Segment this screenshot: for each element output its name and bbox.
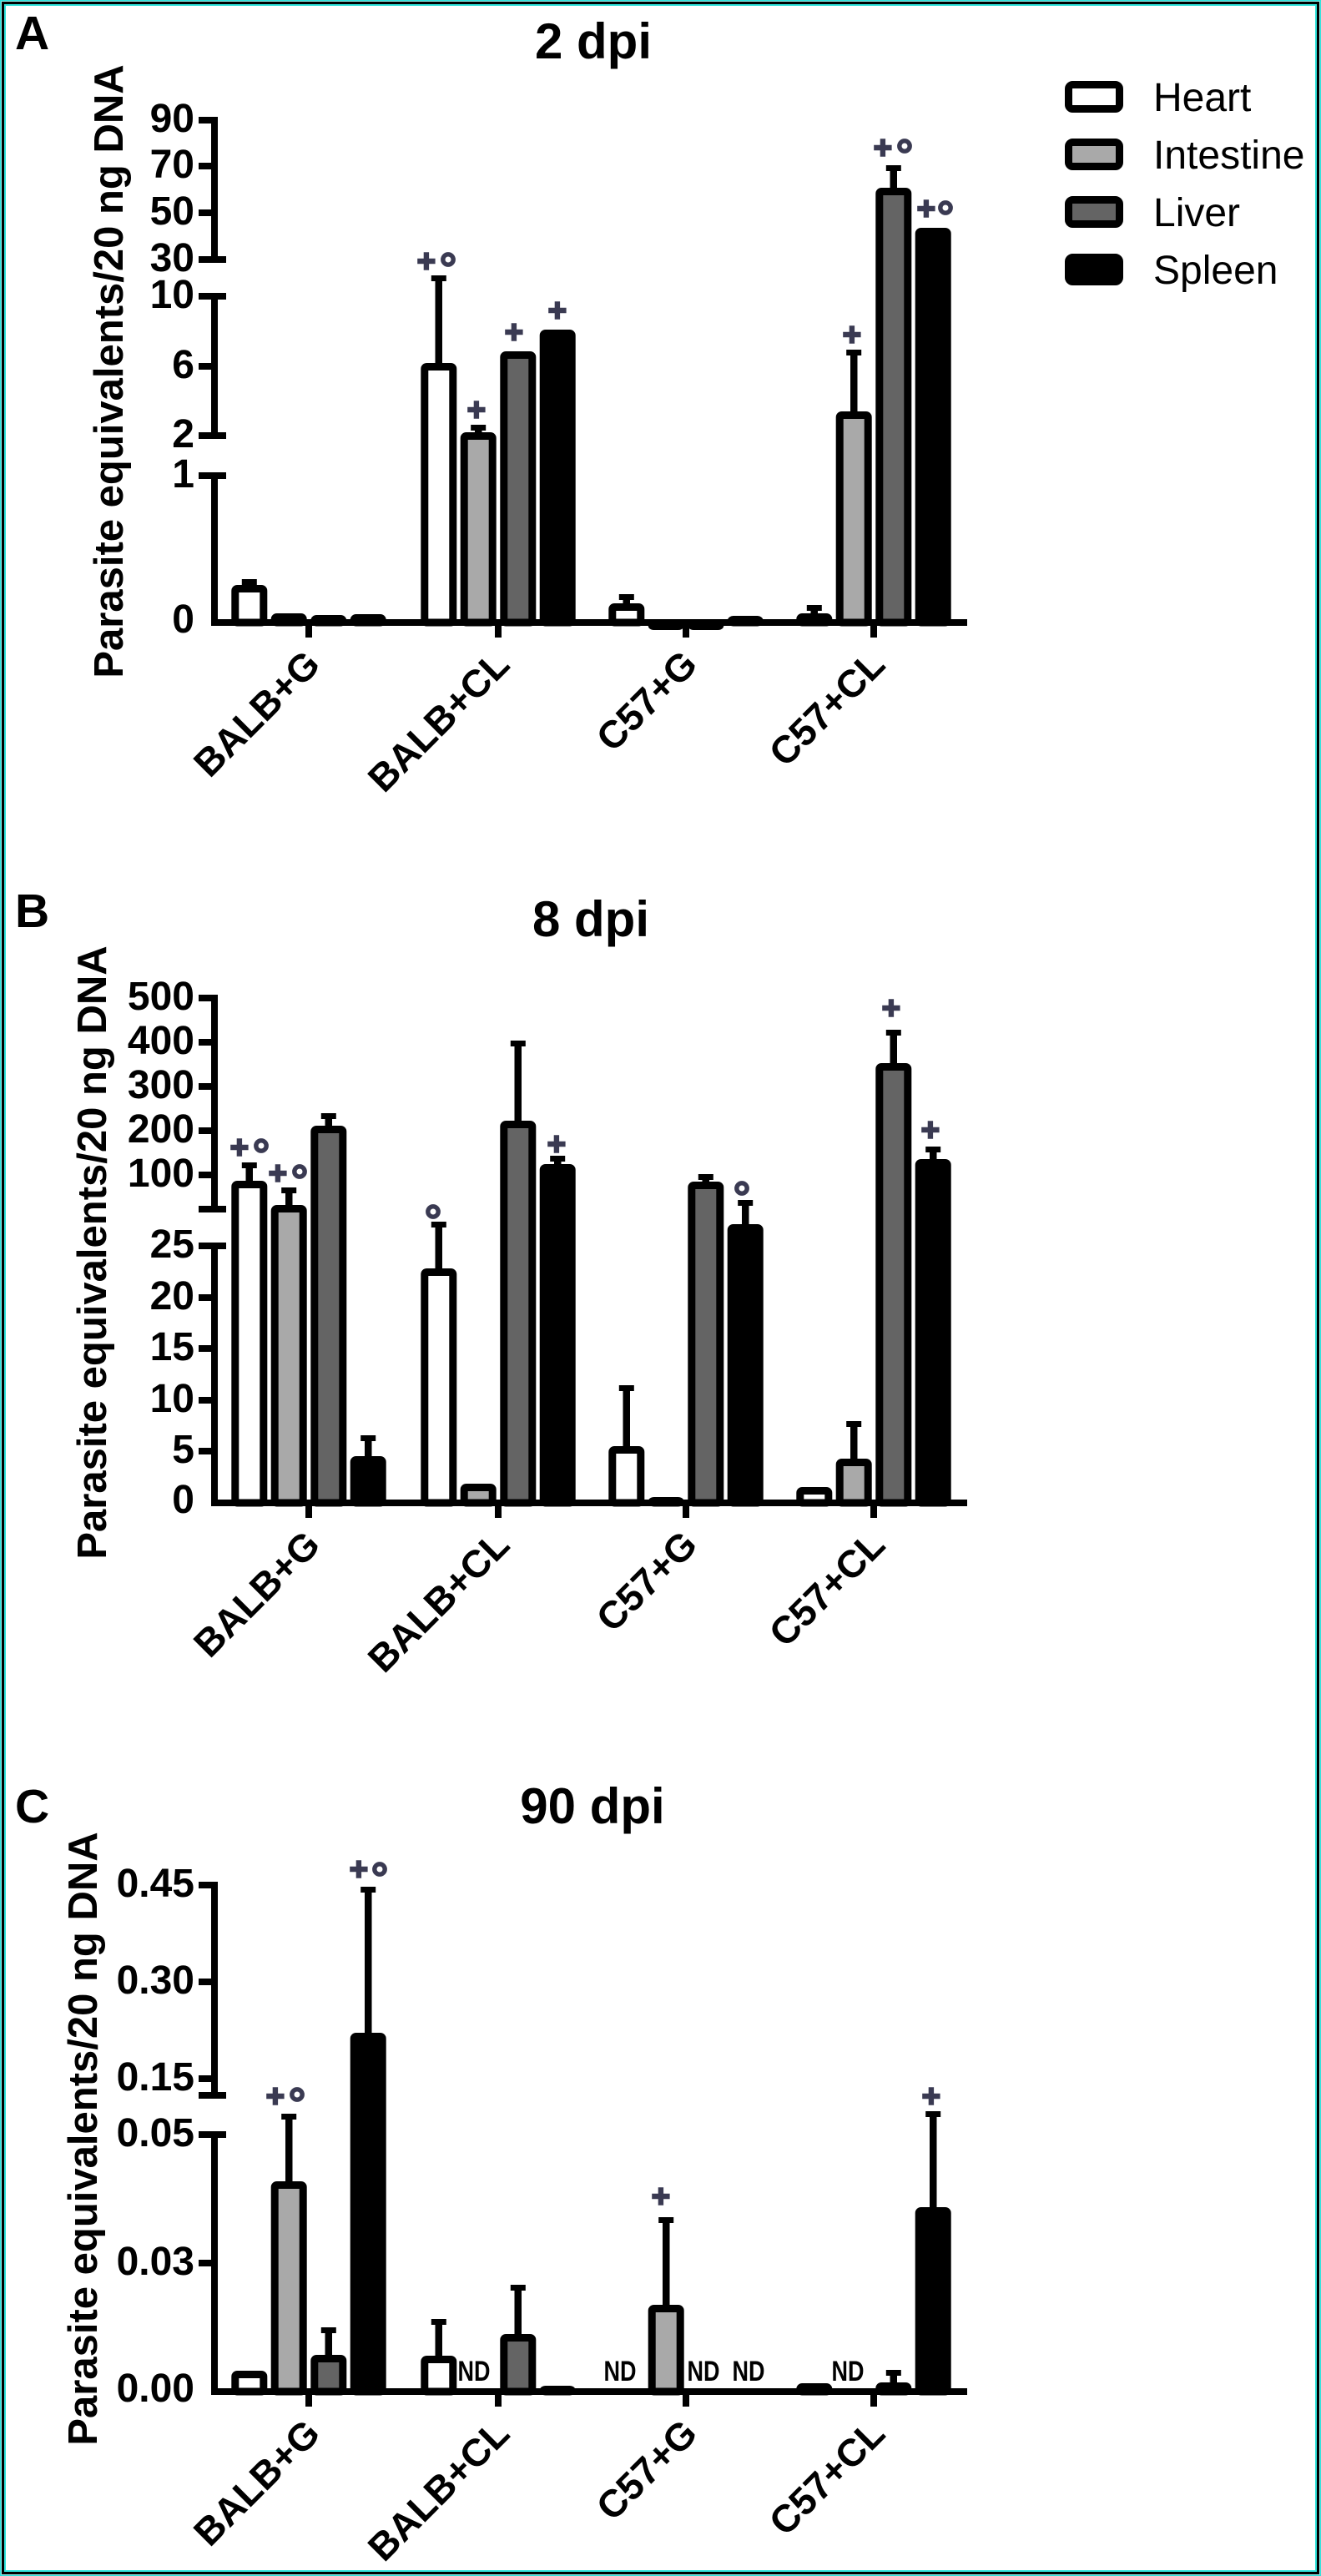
svg-text:C: C: [15, 1780, 49, 1833]
svg-text:200: 200: [128, 1107, 194, 1152]
svg-text:5: 5: [172, 1428, 194, 1472]
svg-text:0.00: 0.00: [117, 2367, 194, 2411]
svg-text:2 dpi: 2 dpi: [535, 13, 652, 69]
svg-text:100: 100: [128, 1152, 194, 1196]
svg-text:25: 25: [150, 1222, 194, 1267]
svg-text:400: 400: [128, 1019, 194, 1063]
svg-text:Parasite equivalents/20 ng DNA: Parasite equivalents/20 ng DNA: [87, 64, 132, 678]
svg-text:ND: ND: [832, 2356, 865, 2387]
svg-text:0.05: 0.05: [117, 2111, 194, 2155]
svg-text:A: A: [15, 7, 49, 60]
svg-text:Spleen: Spleen: [1153, 249, 1278, 293]
svg-text:50: 50: [150, 189, 194, 234]
svg-text:90 dpi: 90 dpi: [520, 1778, 664, 1834]
svg-text:2: 2: [172, 412, 194, 456]
svg-text:B: B: [15, 885, 49, 938]
svg-text:30: 30: [150, 236, 194, 280]
svg-text:ND: ND: [604, 2356, 637, 2387]
svg-text:0.15: 0.15: [117, 2055, 194, 2100]
svg-text:6: 6: [172, 343, 194, 387]
svg-text:8 dpi: 8 dpi: [532, 891, 649, 947]
svg-text:1: 1: [172, 452, 194, 497]
svg-text:Intestine: Intestine: [1153, 134, 1304, 178]
svg-text:10: 10: [150, 1377, 194, 1421]
svg-text:0: 0: [172, 597, 194, 642]
svg-text:ND: ND: [733, 2356, 765, 2387]
svg-text:Heart: Heart: [1153, 76, 1251, 120]
svg-text:300: 300: [128, 1063, 194, 1107]
svg-text:Parasite equivalents/20 ng DNA: Parasite equivalents/20 ng DNA: [61, 1832, 106, 2445]
svg-text:0.30: 0.30: [117, 1958, 194, 2003]
svg-text:10: 10: [150, 273, 194, 317]
svg-text:0.45: 0.45: [117, 1862, 194, 1906]
svg-text:ND: ND: [688, 2356, 720, 2387]
svg-text:15: 15: [150, 1325, 194, 1369]
svg-text:ND: ND: [458, 2356, 491, 2387]
svg-text:0: 0: [172, 1478, 194, 1522]
svg-text:70: 70: [150, 143, 194, 187]
svg-text:90: 90: [150, 97, 194, 141]
svg-text:0.03: 0.03: [117, 2240, 194, 2284]
svg-text:Liver: Liver: [1153, 191, 1240, 235]
svg-text:20: 20: [150, 1274, 194, 1318]
svg-text:500: 500: [128, 975, 194, 1019]
svg-text:Parasite equivalents/20 ng DNA: Parasite equivalents/20 ng DNA: [70, 945, 115, 1559]
